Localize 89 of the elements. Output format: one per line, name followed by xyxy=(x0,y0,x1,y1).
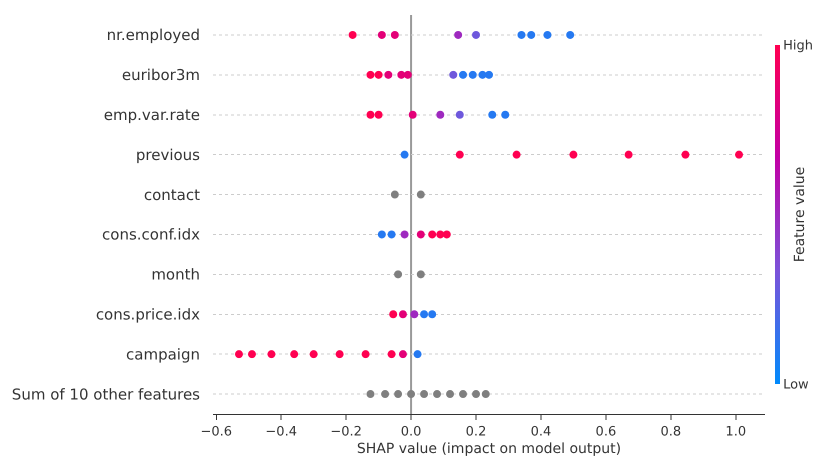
x-tick-label: 0.2 xyxy=(466,424,486,440)
point xyxy=(468,70,477,79)
point xyxy=(381,390,390,398)
y-tick-label: nr.employed xyxy=(106,26,200,44)
y-tick-label: Sum of 10 other features xyxy=(12,385,200,404)
point xyxy=(517,30,526,39)
point xyxy=(485,70,493,79)
point xyxy=(398,350,407,358)
point xyxy=(446,390,454,398)
x-tick-label: 0.6 xyxy=(596,424,616,440)
point xyxy=(384,70,392,79)
point xyxy=(348,30,357,39)
point xyxy=(394,270,402,278)
point xyxy=(414,350,422,358)
y-tick-label: euribor3m xyxy=(122,66,200,84)
point xyxy=(416,190,425,199)
point xyxy=(482,390,490,398)
point xyxy=(388,350,396,358)
point xyxy=(374,70,383,79)
point xyxy=(400,150,409,159)
point xyxy=(388,230,396,238)
point xyxy=(267,350,276,358)
point xyxy=(433,390,442,398)
point xyxy=(394,390,402,398)
point xyxy=(290,350,298,358)
y-tick-label: campaign xyxy=(126,345,200,364)
x-tick-label: 1.0 xyxy=(725,424,746,440)
point xyxy=(390,190,399,199)
point xyxy=(566,30,574,39)
point xyxy=(420,390,428,398)
point xyxy=(488,110,496,119)
y-tick-label: month xyxy=(151,266,200,284)
point xyxy=(362,350,370,358)
point xyxy=(234,350,243,358)
y-tick-label: cons.price.idx xyxy=(96,306,200,324)
point xyxy=(390,30,399,39)
point xyxy=(428,310,436,318)
point xyxy=(512,150,521,159)
point xyxy=(408,110,417,119)
point xyxy=(310,350,318,358)
color-bar-label: High xyxy=(783,38,813,54)
point xyxy=(569,150,578,159)
y-tick-label: contact xyxy=(144,186,200,204)
x-tick-label: 0.4 xyxy=(530,424,552,440)
point xyxy=(366,390,374,398)
point xyxy=(374,110,383,119)
point xyxy=(400,230,409,238)
point xyxy=(459,70,468,79)
point xyxy=(378,230,386,238)
point xyxy=(456,150,464,159)
point xyxy=(410,310,418,318)
point xyxy=(527,30,536,39)
point xyxy=(248,350,256,358)
x-tick-label: −0.6 xyxy=(200,424,232,440)
point xyxy=(449,70,458,79)
x-axis-title: SHAP value (impact on model output) xyxy=(356,440,622,457)
point xyxy=(366,70,374,79)
color-bar-title: Feature value xyxy=(792,166,808,262)
point xyxy=(436,110,444,119)
color-bar-label: Low xyxy=(783,378,810,393)
point xyxy=(735,150,744,159)
point xyxy=(472,30,480,39)
point xyxy=(398,310,407,318)
point xyxy=(416,270,425,278)
point xyxy=(472,390,480,398)
point xyxy=(366,110,374,119)
point xyxy=(459,390,468,398)
point xyxy=(416,230,425,238)
point xyxy=(389,310,398,318)
x-tick-label: −0.4 xyxy=(265,424,297,440)
point xyxy=(681,150,690,159)
point xyxy=(420,310,428,318)
point xyxy=(428,230,436,238)
point xyxy=(454,30,462,39)
y-tick-label: cons.conf.idx xyxy=(102,226,200,244)
point xyxy=(501,110,510,119)
point xyxy=(543,30,552,39)
point xyxy=(442,230,451,238)
y-tick-label: emp.var.rate xyxy=(104,106,200,124)
x-tick-label: 0.0 xyxy=(400,424,422,440)
point xyxy=(456,110,464,119)
point xyxy=(624,150,633,159)
point xyxy=(407,390,416,398)
point xyxy=(404,70,412,79)
y-tick-label: previous xyxy=(136,146,200,164)
point xyxy=(378,30,386,39)
x-tick-label: 0.8 xyxy=(660,424,682,440)
point xyxy=(336,350,344,358)
x-tick-label: −0.2 xyxy=(330,424,362,440)
